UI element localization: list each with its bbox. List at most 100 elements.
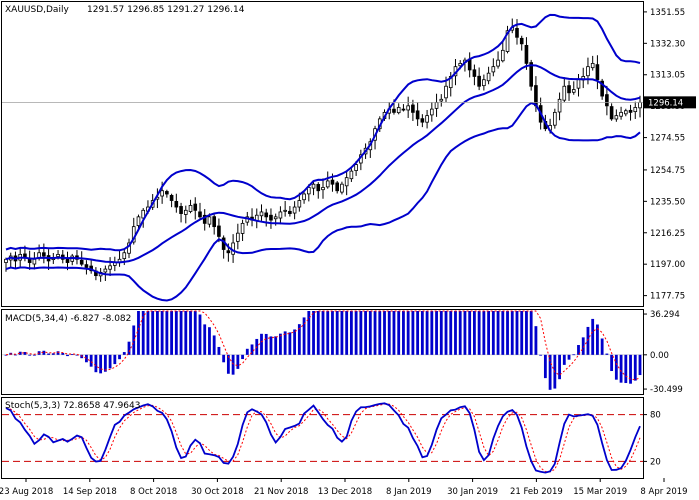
macd-histogram-bar (534, 326, 538, 355)
candle-body (482, 79, 486, 87)
candle-body (283, 209, 287, 212)
macd-histogram-bar (288, 332, 292, 355)
candle-body (354, 164, 358, 171)
price-axis-label: 1254.75 (650, 166, 685, 176)
candle-body (79, 259, 84, 265)
macd-histogram-bar (510, 311, 514, 355)
macd-histogram-bar (269, 336, 273, 355)
macd-histogram-bar (472, 311, 476, 355)
x-axis-label: 8 Jan 2019 (386, 487, 432, 497)
price-panel[interactable] (2, 13, 643, 302)
macd-histogram-bar (165, 311, 169, 355)
macd-histogram-bar (600, 338, 604, 355)
stoch-axis-label: 20 (650, 457, 661, 467)
macd-histogram-bar (302, 317, 306, 355)
macd-histogram-bar (47, 353, 50, 355)
macd-histogram-bar (279, 333, 282, 355)
macd-histogram-bar (85, 354, 88, 363)
macd-histogram-bar (501, 311, 505, 355)
candle-body (108, 265, 112, 270)
x-axis-label: 14 Sep 2018 (63, 487, 117, 497)
candle-body (127, 242, 131, 254)
macd-histogram-bar (66, 354, 69, 357)
macd-histogram-bar (212, 335, 216, 355)
macd-histogram-bar (32, 354, 36, 356)
candle-body (415, 110, 420, 120)
candle-body (633, 107, 638, 113)
macd-histogram-bar (189, 311, 192, 355)
candle-body (411, 104, 415, 113)
macd-histogram-bar (297, 324, 301, 355)
macd-histogram-bar (567, 354, 571, 360)
current-price-badge (644, 96, 696, 109)
macd-histogram-bar (444, 311, 448, 355)
macd-histogram-bar (392, 311, 396, 355)
macd-histogram-bar (264, 333, 268, 355)
candle-body (401, 108, 406, 111)
macd-histogram-bar (75, 354, 79, 356)
macd-histogram-bar (127, 341, 131, 355)
macd-histogram-bar (56, 351, 60, 355)
macd-histogram-bar (250, 344, 254, 355)
macd-histogram-bar (118, 354, 121, 360)
macd-histogram-bar (335, 311, 339, 355)
candle-body (330, 179, 335, 185)
macd-histogram-bar (70, 354, 74, 355)
macd-histogram-bar (581, 337, 585, 355)
candle-body (273, 216, 278, 220)
macd-histogram-bar (326, 311, 330, 355)
candle-body (321, 187, 325, 191)
candle-body (212, 216, 216, 228)
candle-body (425, 115, 429, 123)
candle-body (477, 75, 481, 87)
macd-histogram-bar (629, 354, 632, 384)
candle-body (491, 66, 496, 73)
macd-histogram-bar (468, 311, 472, 355)
macd-histogram-bar (605, 353, 609, 355)
macd-histogram-bar (425, 311, 429, 355)
macd-histogram-bar (18, 351, 22, 355)
macd-histogram-bar (184, 311, 188, 355)
macd-histogram-bar (193, 311, 197, 355)
candle-body (496, 59, 500, 67)
candle-body (619, 111, 623, 117)
macd-histogram-bar (368, 311, 372, 355)
candle-body (42, 252, 46, 257)
candle-body (505, 30, 510, 52)
macd-histogram-bar (170, 311, 174, 355)
candle-body (207, 216, 212, 225)
price-axis-label: 1351.55 (650, 8, 685, 18)
candle-body (335, 182, 340, 192)
stoch-panel-title: Stoch(5,3,3) 72.8658 47.9643 (5, 401, 140, 411)
candle-body (297, 200, 302, 208)
macd-histogram-bar (430, 311, 434, 355)
candle-body (165, 191, 169, 195)
candle-body (226, 250, 231, 254)
candle-body (553, 111, 557, 126)
candle-body (444, 85, 448, 99)
macd-histogram-bar (28, 354, 32, 356)
candle-body (344, 177, 349, 187)
macd-histogram-bar (226, 354, 230, 374)
macd-histogram-bar (463, 311, 467, 355)
macd-histogram-bar (416, 311, 420, 355)
stoch-panel-frame (1, 397, 644, 479)
macd-histogram-bar (596, 324, 599, 355)
candle-body (396, 107, 401, 114)
candle-body (534, 85, 538, 107)
candle-body (576, 79, 581, 89)
candle-body (614, 115, 619, 120)
macd-histogram-bar (525, 311, 528, 355)
candle-body (458, 63, 463, 67)
candle-body (188, 205, 193, 212)
macd-histogram-bar (108, 354, 112, 369)
macd-panel[interactable] (2, 310, 643, 390)
stochastic-panel[interactable] (2, 402, 643, 474)
macd-histogram-bar (222, 354, 226, 363)
candle-body (202, 214, 207, 224)
candle-body (84, 264, 89, 268)
x-axis-label: 8 Apr 2019 (640, 487, 687, 497)
candle-body (259, 211, 264, 217)
x-axis-label: 21 Nov 2018 (254, 487, 308, 497)
